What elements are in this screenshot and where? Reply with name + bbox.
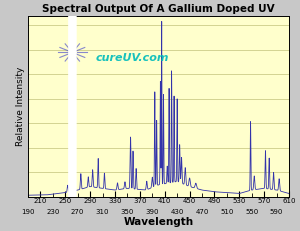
Y-axis label: Relative Intensity: Relative Intensity — [16, 67, 25, 146]
Title: Spectral Output Of A Gallium Doped UV: Spectral Output Of A Gallium Doped UV — [42, 4, 275, 14]
X-axis label: Wavelength: Wavelength — [124, 217, 194, 227]
Circle shape — [68, 0, 76, 231]
Text: cureUV.com: cureUV.com — [96, 54, 169, 64]
